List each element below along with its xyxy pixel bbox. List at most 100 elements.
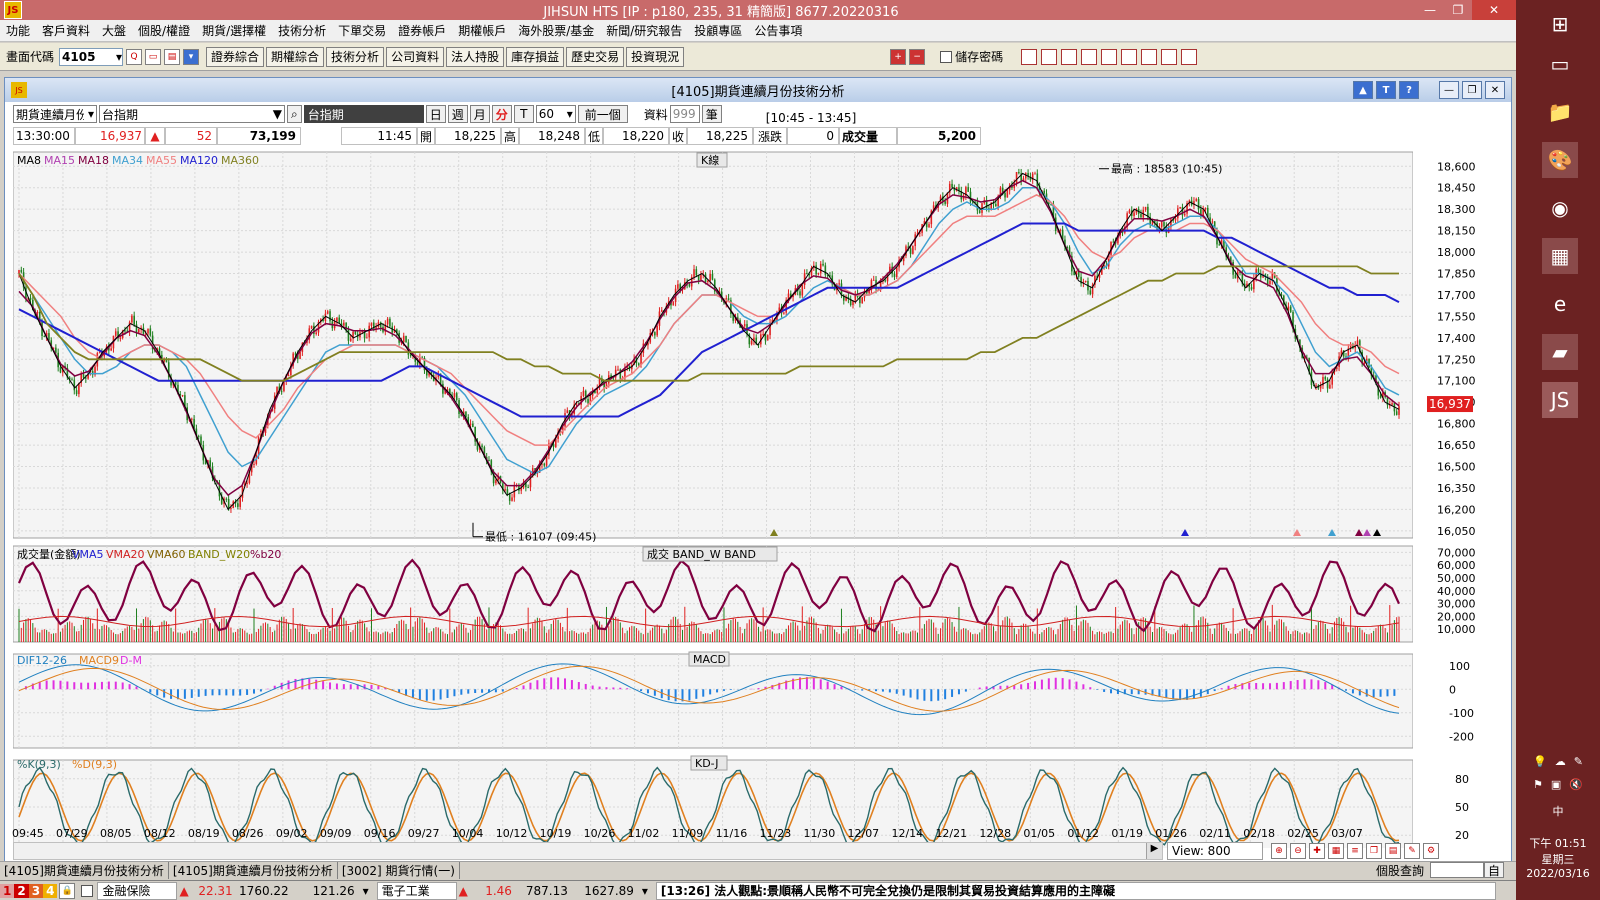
chevron-down-icon[interactable]: ▾ [115,49,123,64]
horizontal-scrollbar[interactable]: ▶ [13,842,1163,860]
menu-item[interactable]: 期權帳戶 [458,24,507,38]
paint-icon[interactable]: 🎨 [1542,142,1578,178]
draw-settings-icon[interactable] [1161,48,1178,65]
toolbar-button[interactable]: 期權綜合 [266,46,325,67]
quick-tab-1[interactable]: 1 [0,883,15,898]
ime-indicator[interactable]: 中 [1552,805,1564,818]
toolbar-button[interactable]: 證券綜合 [206,46,265,67]
symbol-select[interactable]: 台指期 ▼ [99,105,285,123]
flag-icon[interactable]: ⚑ [1533,778,1543,791]
spreadsheet-icon[interactable]: ▦ [1542,238,1578,274]
menu-item[interactable]: 下單交易 [338,24,387,38]
period-tab[interactable]: 日 [425,105,446,123]
crosshair-icon[interactable]: ✚ [1309,843,1325,859]
folder-icon[interactable]: 📁 [1547,100,1573,124]
window-minimize-button[interactable]: — [1439,81,1459,99]
grid-icon[interactable]: ▦ [1328,843,1344,859]
period-tab[interactable]: T [513,105,534,123]
dropdown-icon[interactable]: ▾ [183,48,200,65]
search-icon[interactable]: ⌕ [287,105,302,123]
bulb-icon[interactable]: 💡 [1533,755,1547,768]
window-icon[interactable]: ▭ [145,48,162,65]
explorer-window-icon[interactable]: ▭ [1550,52,1570,76]
minimize-button[interactable]: — [1424,3,1436,17]
draw-line-icon[interactable] [1021,48,1038,65]
search-icon[interactable]: Q [126,48,143,65]
menu-item[interactable]: 海外股票/基金 [518,24,595,38]
print-icon[interactable]: ▤ [164,48,181,65]
draw-arrow-icon[interactable] [1121,48,1138,65]
help-icon[interactable]: ? [1399,81,1419,99]
quick-tab-4[interactable]: 4 [43,883,58,898]
scroll-right-icon[interactable]: ▶ [1146,843,1162,859]
chart-area[interactable]: 18,600 18,450 18,300 18,150 18,000 17,850 17,7… [12,148,1505,855]
cloud-icon[interactable]: ☁ [1554,755,1566,768]
copy-icon[interactable]: ❐ [1366,843,1382,859]
window-tab[interactable]: [4105]期貨連續月份技術分析 [169,862,338,879]
lock-icon[interactable]: 🔒 [59,882,76,899]
draw-text-icon[interactable] [1081,48,1098,65]
draw-box-icon[interactable] [1041,48,1058,65]
stock-query-button[interactable]: 自 [1484,862,1505,878]
menu-item[interactable]: 公告事項 [754,24,803,38]
chrome-icon[interactable]: ◉ [1551,196,1569,220]
menu-item[interactable]: 投顧專區 [694,24,743,38]
window-close-button[interactable]: ✕ [1485,81,1505,99]
restore-button[interactable]: ❐ [1452,3,1464,17]
menu-item[interactable]: 客戶資料 [42,24,91,38]
menu-item[interactable]: 期貨/選擇權 [202,24,267,38]
menu-item[interactable]: 技術分析 [278,24,327,38]
close-button[interactable]: ✕ [1472,0,1516,20]
indicator-icon[interactable]: ≡ [1347,843,1363,859]
draw-delete-icon[interactable] [1141,48,1158,65]
toolbar-button[interactable]: 歷史交易 [566,46,625,67]
toolbar-button[interactable]: 技術分析 [326,46,385,67]
menu-item[interactable]: 功能 [6,24,31,38]
zoom-out-icon[interactable]: ⊖ [1290,843,1306,859]
toolbar-button[interactable]: 庫存損益 [506,46,565,67]
settings-icon[interactable]: ⚙ [1423,843,1439,859]
ie-browser-icon[interactable]: e [1553,292,1567,316]
jihsun-app-icon[interactable]: JS [1542,382,1578,418]
window-tab[interactable]: [3002] 期貨行情(一) [338,862,460,879]
screen-code-input[interactable]: 4105 ▾ [59,47,124,66]
plus-icon[interactable]: + [890,48,907,65]
menu-item[interactable]: 大盤 [102,24,127,38]
draw-rect-icon[interactable] [1061,48,1078,65]
windows-start-icon[interactable]: ⊞ [1551,12,1569,36]
text-tool-icon[interactable]: T [1376,81,1396,99]
zoom-in-icon[interactable]: ⊕ [1271,843,1287,859]
window-tab[interactable]: [4105]期貨連續月份技術分析 [0,862,169,879]
draw-clear-icon[interactable] [1181,48,1198,65]
data-count-input[interactable]: 999 [669,105,700,123]
toolbar-button[interactable]: 公司資料 [386,46,445,67]
period-tab[interactable]: 週 [447,105,468,123]
toolbar-button[interactable]: 投資現況 [626,46,685,67]
clock-time[interactable]: 下午 01:51 [1529,837,1587,850]
minus-icon[interactable]: − [909,48,926,65]
sector-checkbox[interactable] [81,884,94,897]
period-tab[interactable]: 月 [469,105,490,123]
menu-item[interactable]: 個股/權證 [138,24,191,38]
draw-fib-icon[interactable] [1101,48,1118,65]
menu-item[interactable]: 新聞/研究報告 [606,24,683,38]
toolbar-button[interactable]: 法人持股 [446,46,505,67]
sticky-note-icon[interactable]: ▰ [1542,334,1578,370]
chevron-down-icon[interactable]: ▾ [362,883,369,898]
interval-select[interactable]: 60 ▾ [535,105,576,123]
technical-chart[interactable]: 18,600 18,450 18,300 18,150 18,000 17,850 17,7… [12,148,1505,855]
menu-item[interactable]: 證券帳戶 [398,24,447,38]
calendar-icon[interactable]: ▤ [1385,843,1401,859]
quick-tab-3[interactable]: 3 [28,883,44,898]
quick-tab-2[interactable]: 2 [14,883,29,898]
pen-icon[interactable]: ✎ [1404,843,1420,859]
pdf-icon[interactable]: ✎ [1573,755,1583,768]
stock-query-input[interactable] [1430,862,1485,878]
view-count[interactable]: View: 800 [1167,842,1263,860]
toggle-up-icon[interactable]: ▲ [1353,81,1373,99]
save-password-checkbox[interactable] [940,50,953,63]
window-restore-button[interactable]: ❐ [1462,81,1482,99]
chevron-down-icon[interactable]: ▾ [641,883,648,898]
prev-button[interactable]: 前一個 [577,105,628,123]
volume-icon[interactable]: 🔇 [1569,778,1583,791]
